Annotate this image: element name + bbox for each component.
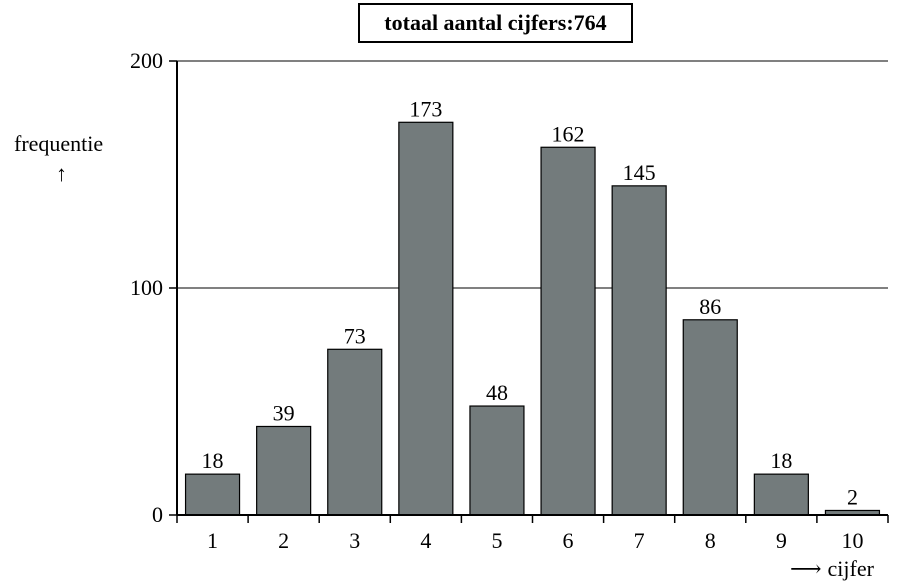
- y-tick-label: 0: [152, 502, 163, 527]
- x-tick-label: 3: [349, 528, 360, 553]
- bar: [540, 146, 596, 516]
- y-tick-label: 200: [130, 48, 163, 73]
- data-label: 2: [847, 484, 858, 509]
- x-tick-label: 5: [491, 528, 502, 553]
- x-tick-label: 1: [207, 528, 218, 553]
- bar: [753, 473, 809, 516]
- data-label: 18: [202, 448, 224, 473]
- x-tick-label: 7: [634, 528, 645, 553]
- data-label: 162: [552, 121, 585, 146]
- x-tick-label: 2: [278, 528, 289, 553]
- x-tick-label: 8: [705, 528, 716, 553]
- x-axis-arrow-icon: ⟶: [790, 556, 822, 581]
- bar: [184, 473, 241, 516]
- data-label: 39: [273, 400, 295, 425]
- data-label: 48: [486, 380, 508, 405]
- bar: [682, 319, 738, 516]
- x-axis-label: cijfer: [827, 556, 874, 581]
- x-tick-label: 9: [776, 528, 787, 553]
- data-label: 145: [623, 160, 656, 185]
- x-axis-label-group: ⟶ cijfer: [790, 556, 874, 582]
- bar: [611, 185, 667, 516]
- bar: [398, 121, 454, 516]
- chart-title: totaal aantal cijfers:764: [358, 3, 633, 43]
- data-label: 173: [409, 96, 442, 121]
- y-axis-label: frequentie: [14, 131, 104, 156]
- x-tick-label: 10: [841, 528, 863, 553]
- data-label: 73: [344, 323, 366, 348]
- data-label: 86: [699, 294, 721, 319]
- data-label: 18: [770, 448, 792, 473]
- bar: [469, 405, 525, 516]
- x-tick-label: 6: [563, 528, 574, 553]
- x-tick-label: 4: [420, 528, 431, 553]
- y-axis-arrow-icon: ↑: [56, 161, 67, 186]
- bar: [256, 425, 312, 516]
- y-tick-label: 100: [130, 275, 163, 300]
- bar: [327, 348, 383, 516]
